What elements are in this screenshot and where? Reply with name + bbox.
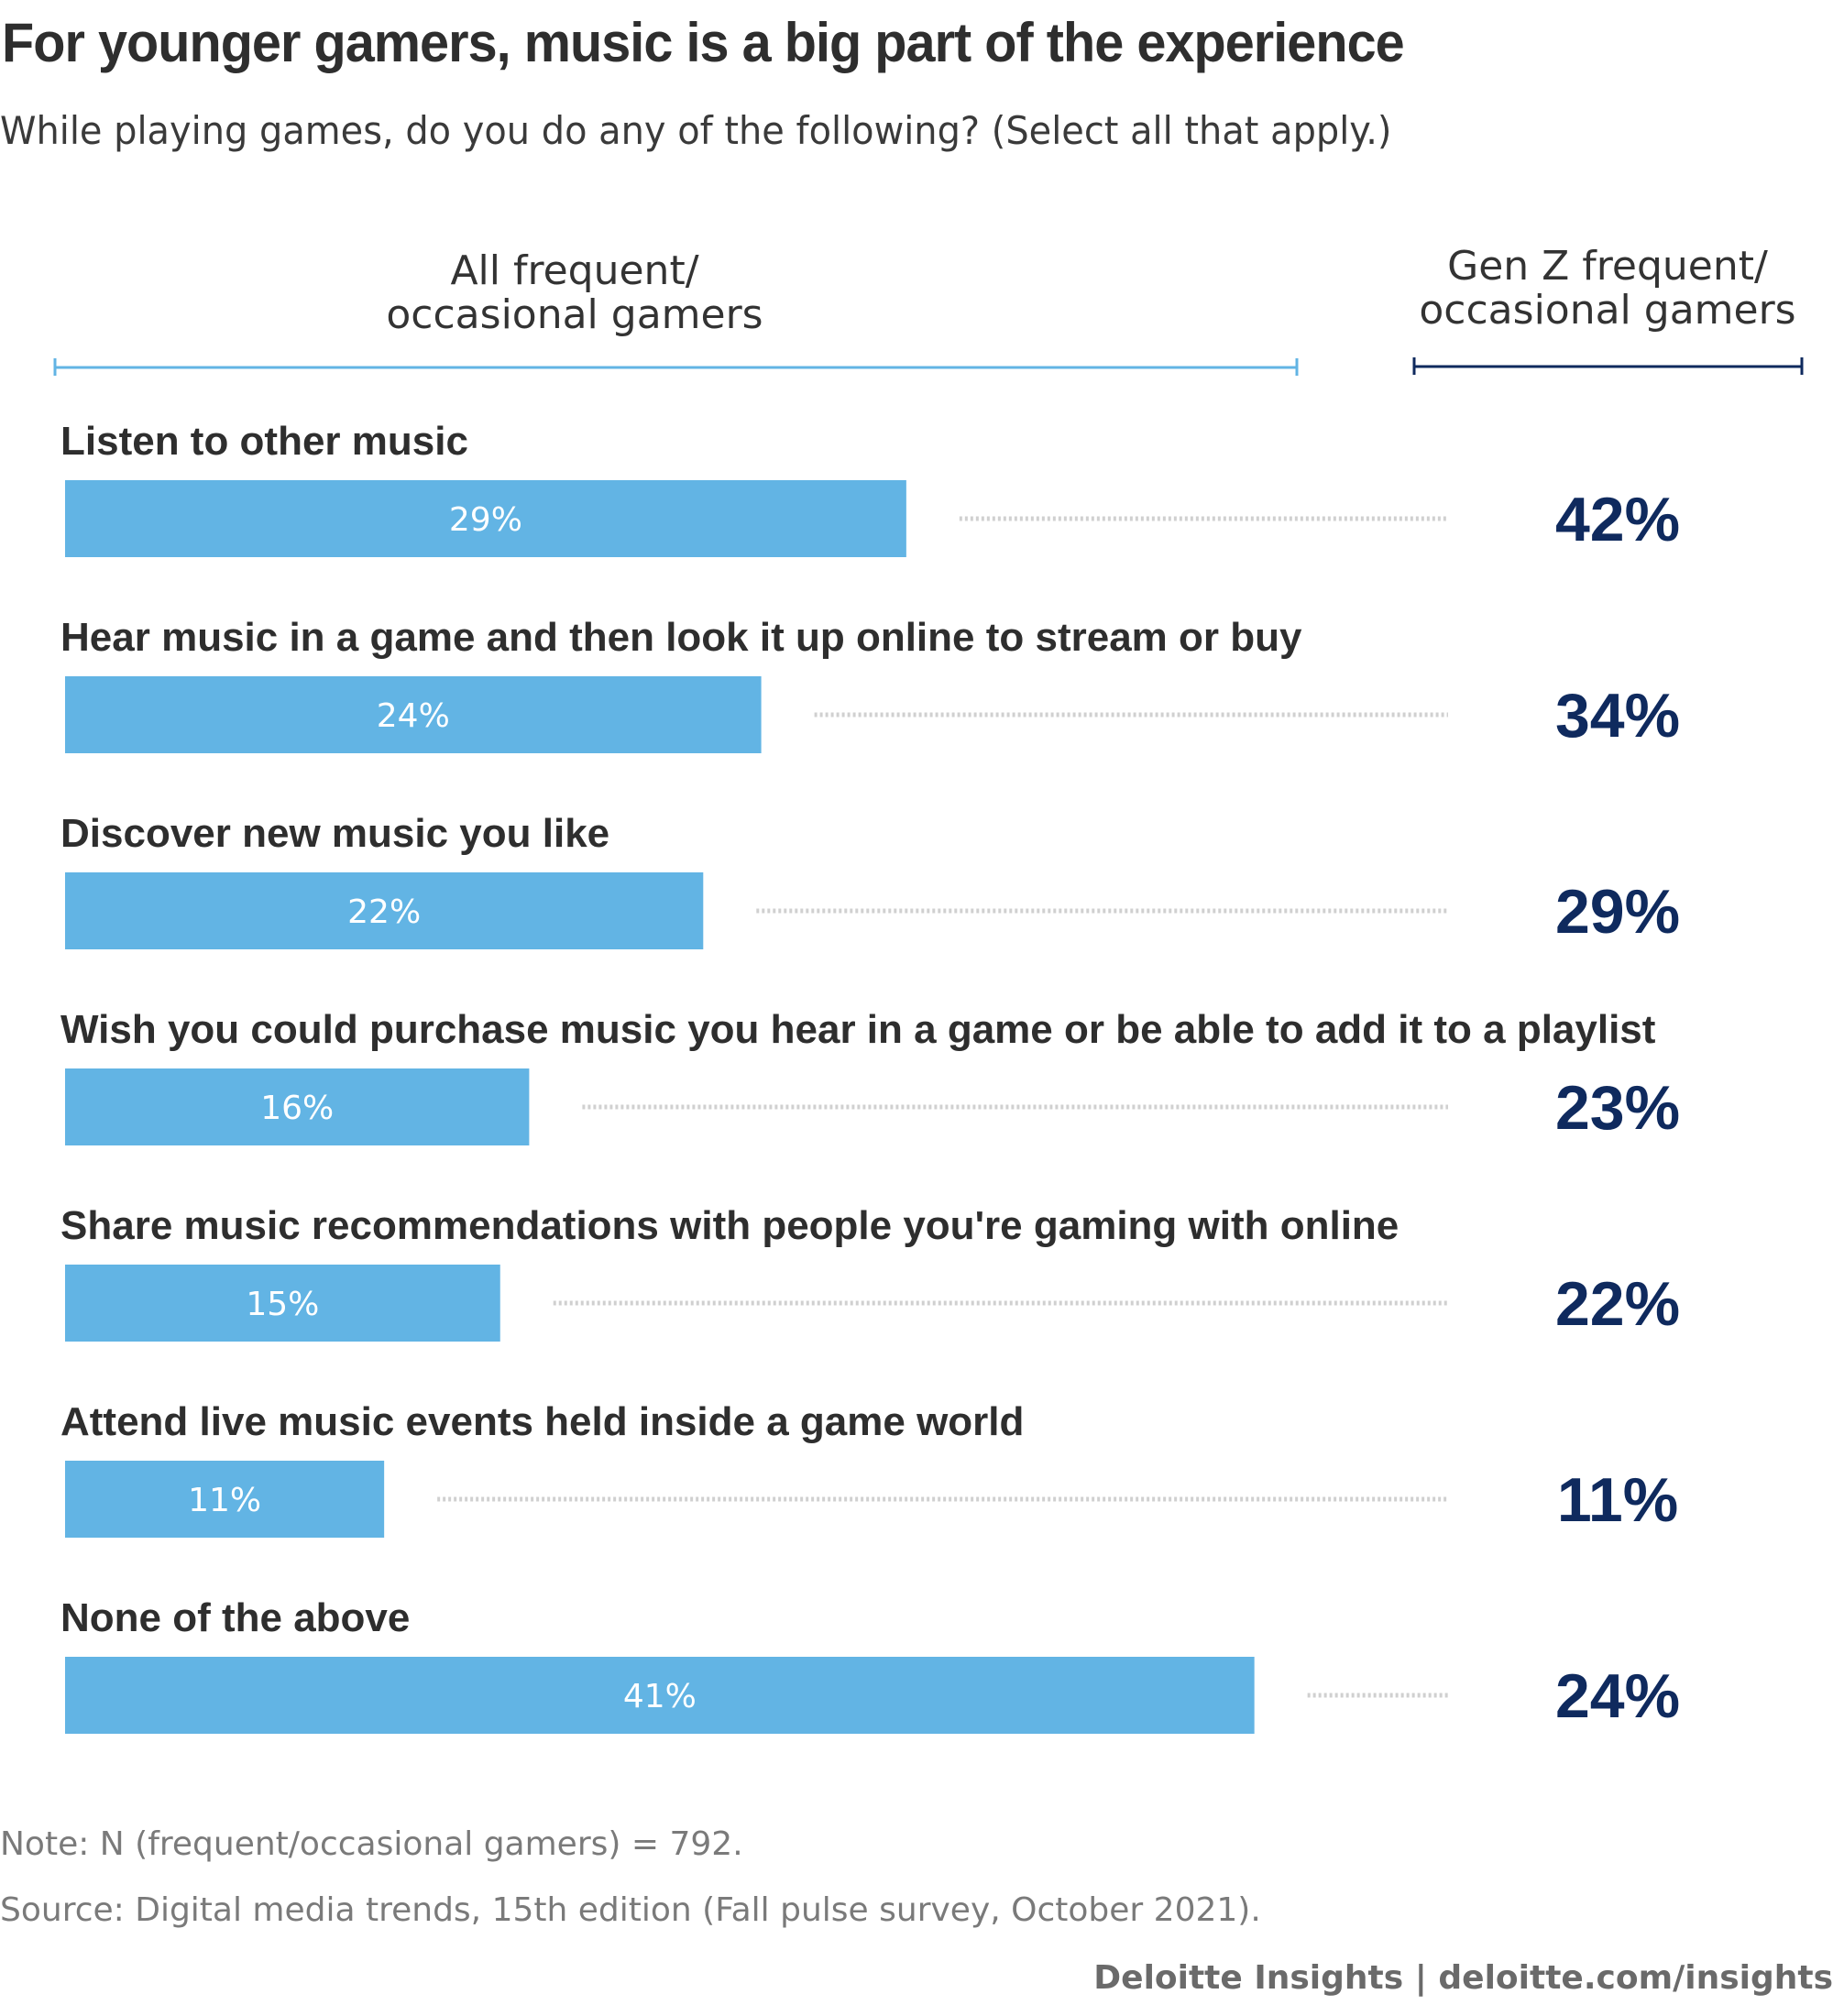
chart-title: For younger gamers, music is a big part … xyxy=(2,12,1405,73)
all-gamers-bar-label: 16% xyxy=(260,1090,334,1127)
genz-value-label: 23% xyxy=(1555,1073,1680,1143)
note-text: Note: N (frequent/occasional gamers) = 7… xyxy=(0,1825,743,1863)
all-gamers-bar-label: 29% xyxy=(449,501,522,539)
all-gamers-bar-label: 11% xyxy=(188,1482,261,1519)
all-gamers-bar xyxy=(65,1461,385,1538)
all-gamers-column-header: All frequent/ occasional gamers xyxy=(208,249,941,337)
all-gamers-bar xyxy=(65,480,906,557)
genz-value-label: 24% xyxy=(1555,1661,1680,1731)
all-gamers-header-line1: All frequent/ xyxy=(450,247,699,294)
genz-value-label: 42% xyxy=(1555,485,1680,554)
category-label: Discover new music you like xyxy=(60,811,609,856)
genz-value-label: 22% xyxy=(1555,1269,1680,1339)
all-gamers-bar xyxy=(65,1657,1255,1734)
genz-value-label: 34% xyxy=(1555,681,1680,751)
chart-subtitle: While playing games, do you do any of th… xyxy=(0,108,1392,153)
all-gamers-header-line2: occasional gamers xyxy=(386,291,763,338)
all-gamers-bar xyxy=(65,1265,500,1342)
all-gamers-bar-label: 15% xyxy=(246,1286,319,1323)
source-text: Source: Digital media trends, 15th editi… xyxy=(0,1891,1261,1929)
category-label: Attend live music events held inside a g… xyxy=(60,1399,1024,1444)
all-gamers-bar-label: 41% xyxy=(623,1678,697,1715)
bar-chart: Listen to other music 29% 42% Hear music in… xyxy=(53,357,1804,1734)
category-label: Share music recommendations with people … xyxy=(60,1203,1399,1248)
all-gamers-bar xyxy=(65,676,762,753)
category-label: Listen to other music xyxy=(60,419,468,464)
genz-header-line2: occasional gamers xyxy=(1419,287,1796,334)
footer-credit: Deloitte Insights | deloitte.com/insight… xyxy=(1093,1959,1833,1997)
genz-value-label: 29% xyxy=(1555,877,1680,947)
category-label: Wish you could purchase music you hear i… xyxy=(60,1007,1656,1052)
all-gamers-bar xyxy=(65,872,704,949)
genz-value-label: 11% xyxy=(1557,1465,1678,1535)
all-gamers-bar-label: 22% xyxy=(347,893,421,931)
genz-header-line1: Gen Z frequent/ xyxy=(1447,243,1768,290)
all-gamers-bar xyxy=(65,1068,530,1145)
category-label: None of the above xyxy=(60,1595,410,1640)
category-label: Hear music in a game and then look it up… xyxy=(60,615,1302,660)
genz-column-header: Gen Z frequent/ occasional gamers xyxy=(1378,245,1833,333)
all-gamers-bar-label: 24% xyxy=(377,697,450,735)
